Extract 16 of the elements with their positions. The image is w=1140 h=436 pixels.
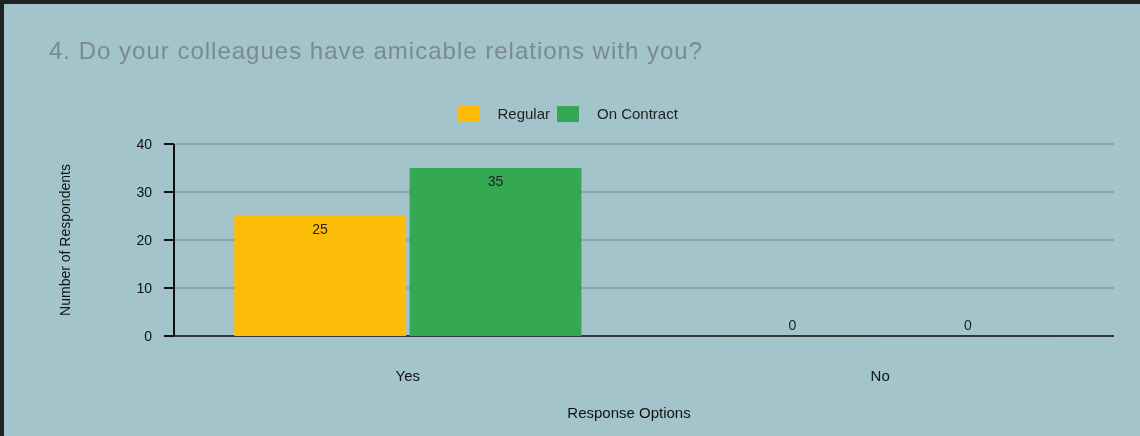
data-label: 0 (963, 317, 972, 333)
y-axis-title: Number of Respondents (57, 164, 73, 316)
data-label: 0 (788, 317, 797, 333)
legend-label: On Contract (597, 105, 679, 122)
y-tick-label: 40 (136, 136, 153, 152)
y-tick-label: 20 (136, 232, 153, 248)
data-label: 35 (487, 173, 504, 189)
legend-label: Regular (497, 105, 551, 122)
y-tick-label: 0 (144, 328, 153, 344)
y-tick-label: 30 (136, 184, 153, 200)
x-tick-label: No (870, 367, 890, 384)
x-tick-label: Yes (395, 367, 421, 384)
y-tick-label: 10 (136, 280, 153, 296)
x-axis-title: Response Options (567, 404, 691, 421)
chart-title: 4. Do your colleagues have amicable relations with you? (49, 37, 704, 64)
data-label: 25 (312, 221, 329, 237)
